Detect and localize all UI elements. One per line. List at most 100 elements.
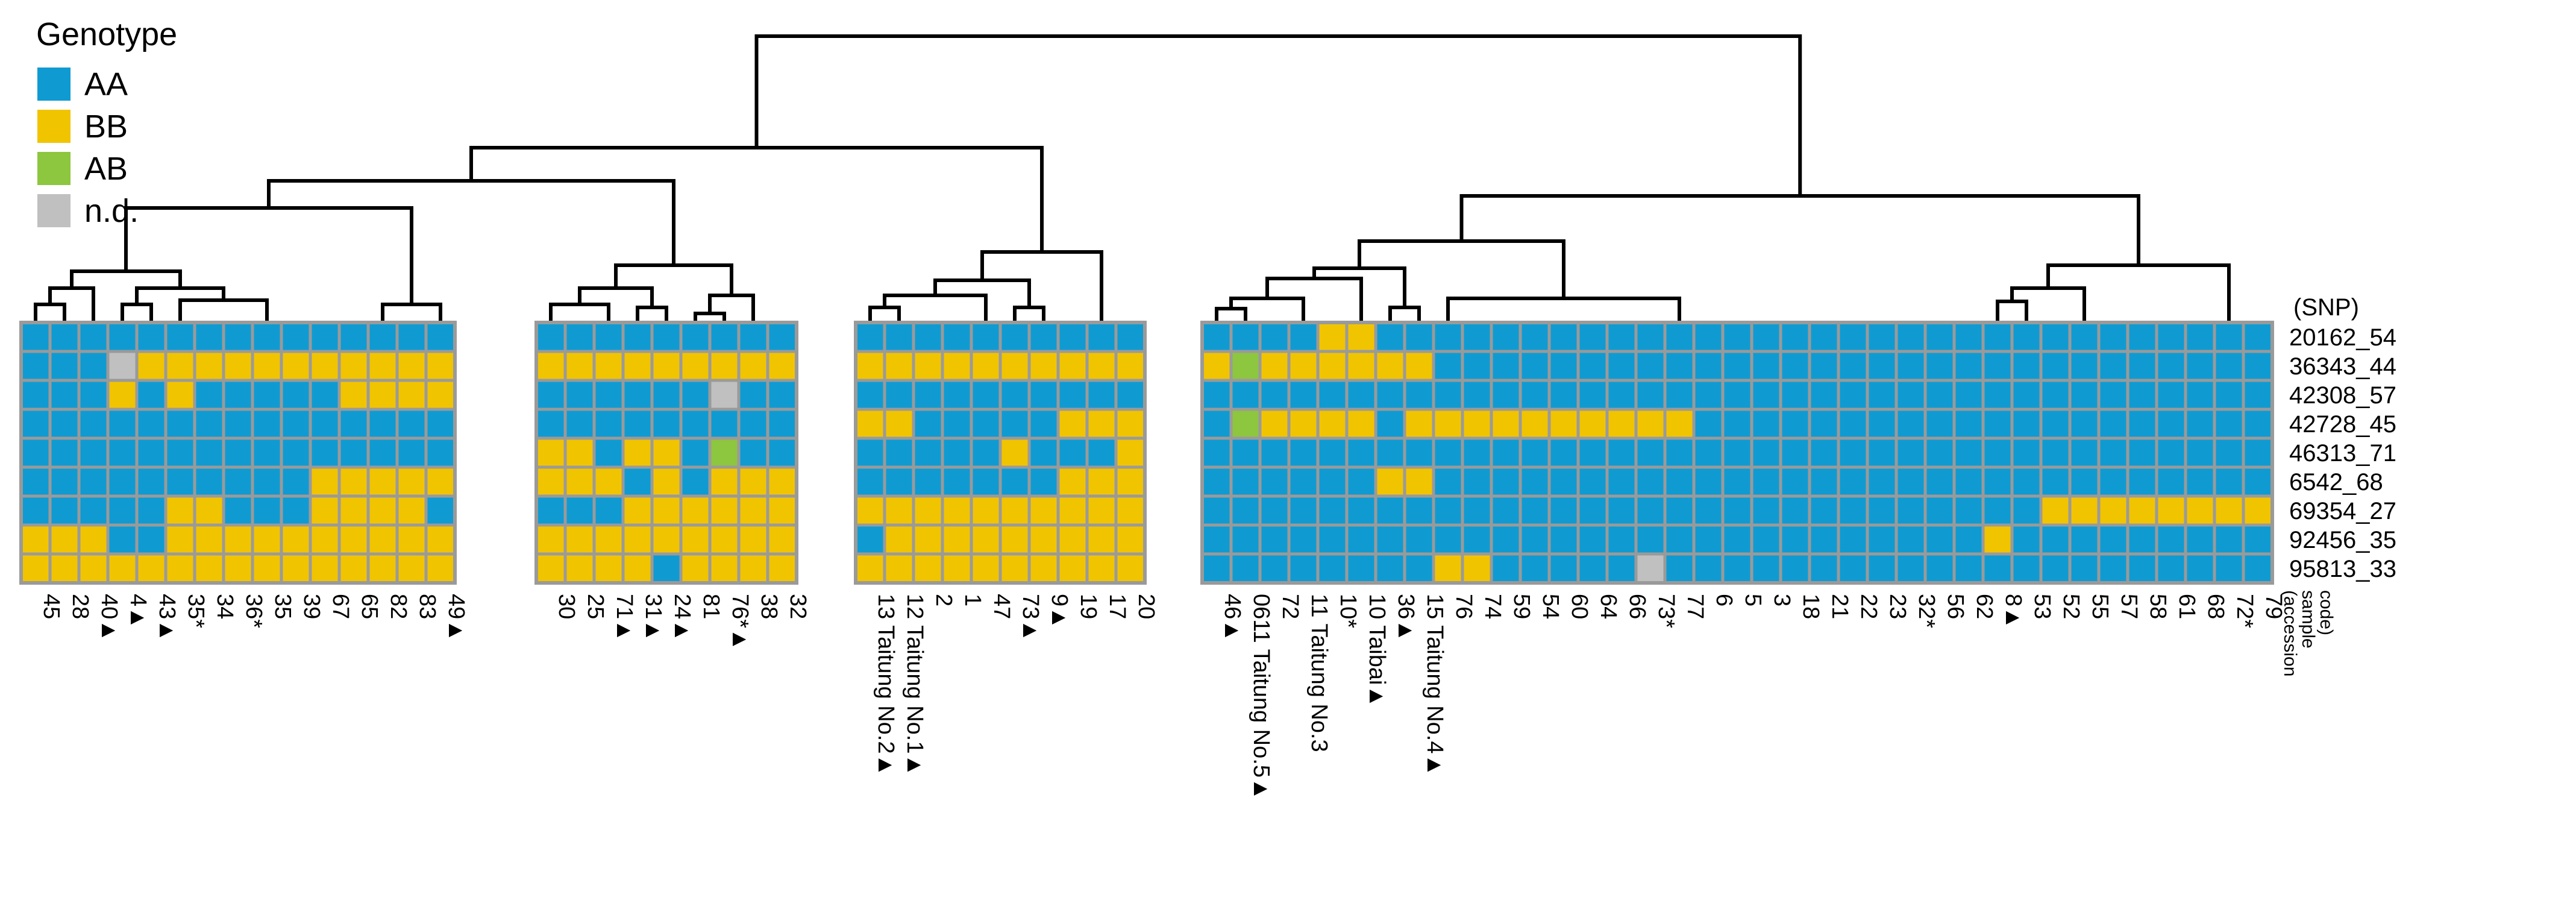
genotype-cell <box>563 350 596 382</box>
genotype-cell <box>1345 465 1377 498</box>
genotype-cell <box>19 436 52 469</box>
genotype-cell <box>424 379 457 411</box>
genotype-cell <box>534 436 567 469</box>
genotype-cell <box>337 552 370 585</box>
genotype-cell <box>366 407 399 440</box>
genotype-cell <box>1605 407 1638 440</box>
genotype-cell <box>998 552 1031 585</box>
genotype-cell <box>222 436 254 469</box>
genotype-cell <box>1287 523 1320 556</box>
genotype-cell <box>1634 379 1667 411</box>
genotype-cell <box>2010 523 2043 556</box>
genotype-cell <box>1605 523 1638 556</box>
genotype-cell <box>1750 436 1782 469</box>
genotype-cell <box>1027 523 1060 556</box>
genotype-cell <box>424 494 457 527</box>
genotype-cell <box>222 350 254 382</box>
genotype-cell <box>1779 350 1811 382</box>
genotype-cell <box>48 379 81 411</box>
genotype-cell <box>2155 494 2187 527</box>
genotype-cell <box>1779 407 1811 440</box>
genotype-cell <box>1200 552 1233 585</box>
column-label: 18 <box>1798 594 1823 619</box>
genotype-cell <box>737 407 769 440</box>
genotype-cell <box>2097 494 2129 527</box>
genotype-cell <box>77 350 110 382</box>
genotype-cell <box>1750 407 1782 440</box>
genotype-cell <box>19 523 52 556</box>
genotype-cell <box>2213 350 2245 382</box>
genotype-cell <box>766 523 798 556</box>
column-label: 62 <box>1972 594 1997 619</box>
genotype-cell <box>1894 321 1927 353</box>
genotype-cell <box>1114 321 1147 353</box>
genotype-cell <box>766 321 798 353</box>
genotype-cell <box>1779 379 1811 411</box>
genotype-cell <box>912 494 944 527</box>
genotype-cell <box>2242 494 2274 527</box>
genotype-cell <box>2213 523 2245 556</box>
genotype-cell <box>1721 494 1753 527</box>
genotype-cell <box>164 465 196 498</box>
column-label: 22 <box>1856 594 1881 619</box>
genotype-cell <box>1056 379 1089 411</box>
genotype-cell <box>1258 523 1291 556</box>
genotype-cell <box>534 494 567 527</box>
dendrogram-branch <box>708 294 755 322</box>
genotype-cell <box>1027 321 1060 353</box>
genotype-cell <box>2068 494 2101 527</box>
genotype-cell <box>1808 379 1840 411</box>
genotype-cell <box>1229 436 1262 469</box>
genotype-cell <box>1923 494 1956 527</box>
genotype-cell <box>424 350 457 382</box>
column-label: 5 <box>1740 594 1766 606</box>
genotype-cell <box>1808 494 1840 527</box>
genotype-cell <box>679 350 712 382</box>
heatmap-group-3 <box>854 321 1147 585</box>
genotype-cell <box>366 321 399 353</box>
genotype-cell <box>1981 379 2014 411</box>
genotype-cell <box>1605 350 1638 382</box>
genotype-cell <box>1547 407 1580 440</box>
genotype-cell <box>737 494 769 527</box>
genotype-cell <box>2068 407 2101 440</box>
genotype-cell <box>164 407 196 440</box>
genotype-cell <box>1837 407 1869 440</box>
genotype-cell <box>193 321 225 353</box>
column-label: 9▲ <box>1047 594 1072 629</box>
genotype-cell <box>1085 436 1118 469</box>
genotype-cell <box>1229 552 1262 585</box>
genotype-cell <box>1837 379 1869 411</box>
genotype-cell <box>2010 494 2043 527</box>
genotype-cell <box>1837 436 1869 469</box>
column-label: 13 Taitung No.2▲ <box>873 594 898 776</box>
genotype-cell <box>1808 465 1840 498</box>
column-label: 2 <box>931 594 956 606</box>
column-label: 72 <box>1277 594 1303 619</box>
genotype-cell <box>1692 350 1725 382</box>
genotype-cell <box>1923 436 1956 469</box>
genotype-cell <box>1518 350 1551 382</box>
genotype-cell <box>1750 552 1782 585</box>
genotype-cell <box>1403 523 1435 556</box>
genotype-cell <box>1547 379 1580 411</box>
genotype-cell <box>2242 350 2274 382</box>
genotype-cell <box>563 523 596 556</box>
genotype-cell <box>1547 494 1580 527</box>
genotype-cell <box>164 321 196 353</box>
column-label: 68 <box>2203 594 2228 619</box>
genotype-cell <box>621 436 654 469</box>
genotype-cell <box>1461 552 1493 585</box>
genotype-cell <box>883 552 915 585</box>
column-label: 32 <box>785 594 810 619</box>
genotype-cell <box>135 379 168 411</box>
genotype-cell <box>2126 465 2158 498</box>
genotype-cell <box>1345 436 1377 469</box>
genotype-cell <box>679 523 712 556</box>
genotype-cell <box>1056 350 1089 382</box>
genotype-cell <box>164 436 196 469</box>
genotype-cell <box>1518 436 1551 469</box>
genotype-cell <box>766 465 798 498</box>
genotype-cell <box>1808 523 1840 556</box>
genotype-cell <box>1258 321 1291 353</box>
